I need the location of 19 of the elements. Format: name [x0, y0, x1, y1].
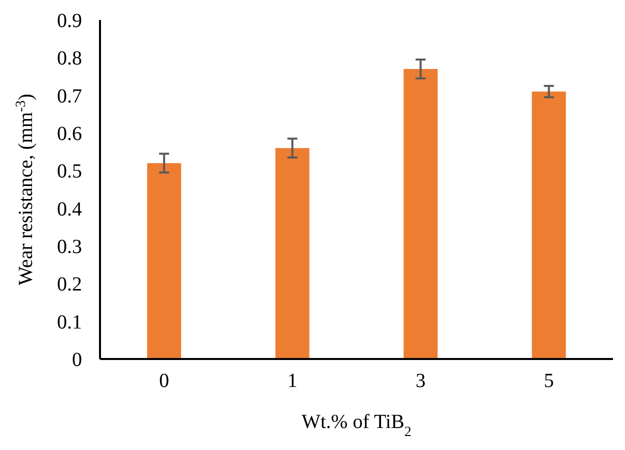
bar	[147, 163, 182, 359]
y-tick-label: 0.7	[57, 85, 82, 108]
y-tick-label: 0.5	[57, 160, 82, 183]
y-tick-label: 0.2	[57, 274, 82, 296]
bar	[275, 148, 310, 359]
y-tick-label: 0.8	[57, 48, 82, 70]
y-tick-label: 0.4	[57, 198, 82, 220]
x-tick-label: 3	[416, 370, 426, 392]
bar	[532, 92, 566, 359]
y-tick-label: 0.3	[57, 236, 82, 258]
y-tick-label: 0.9	[57, 10, 82, 32]
y-tick-label: 0	[72, 349, 82, 371]
x-tick-label: 5	[544, 370, 554, 392]
x-tick-label: 1	[287, 370, 298, 392]
x-tick-label: 0	[159, 370, 170, 392]
y-tick-label: 0.6	[57, 123, 82, 145]
x-axis-title: Wt.% of TiB$_{2}$	[302, 411, 412, 440]
bar	[404, 68, 438, 359]
y-tick-label: 0.1	[57, 311, 82, 334]
